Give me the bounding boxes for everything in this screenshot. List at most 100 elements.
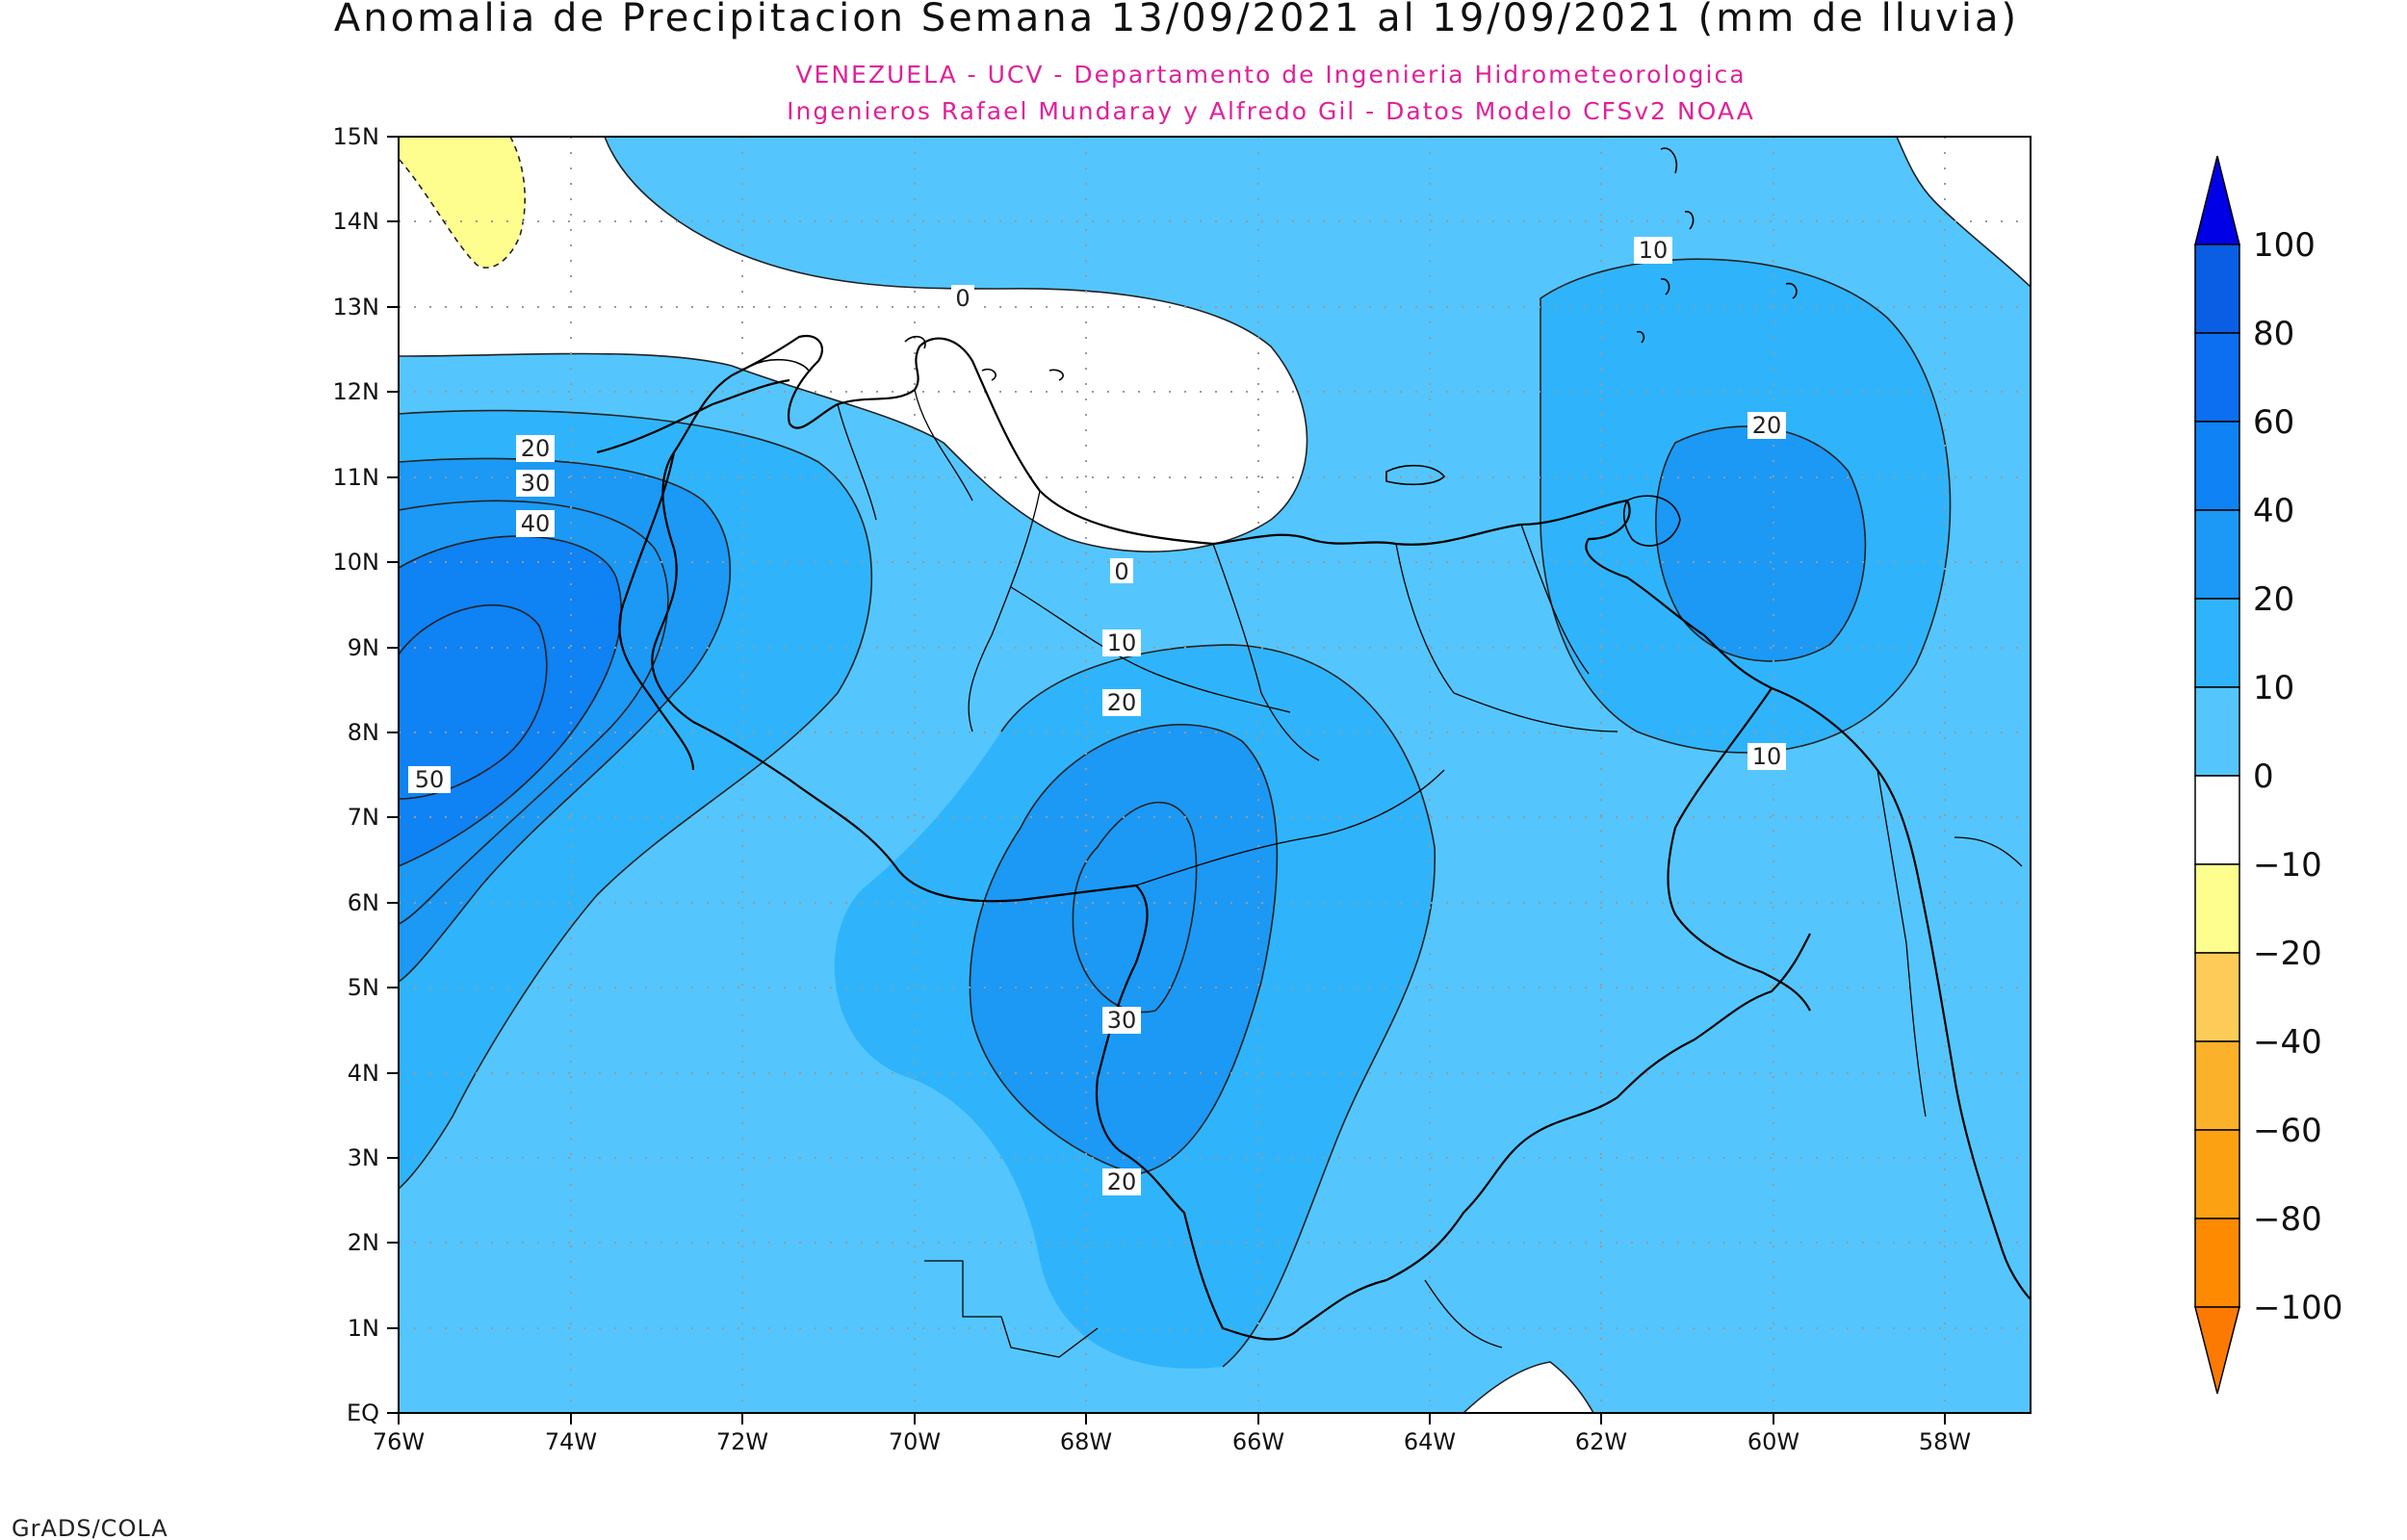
colorbar-label: 40 bbox=[2253, 492, 2294, 530]
lat-tick-label: 11N bbox=[333, 464, 380, 491]
contour-lines bbox=[399, 137, 2031, 1413]
lat-tick-label: 7N bbox=[348, 804, 379, 831]
venezuela-state-boundaries bbox=[837, 389, 1618, 886]
colorbar-cell bbox=[2194, 686, 2240, 777]
plot-frame bbox=[398, 136, 2032, 1414]
lon-tick-label: 64W bbox=[1404, 1428, 1456, 1455]
contour-label-40-west: 40 bbox=[521, 510, 551, 537]
colorbar-label: 80 bbox=[2253, 315, 2294, 353]
colorbar-label: 100 bbox=[2253, 226, 2316, 265]
lesser-antilles bbox=[1636, 147, 1798, 344]
lon-tick-label: 76W bbox=[373, 1428, 425, 1455]
grads-credit: GrADS/COLA bbox=[12, 1515, 168, 1540]
contour-label-20-east: 20 bbox=[1752, 412, 1782, 439]
lon-tick-label: 62W bbox=[1575, 1428, 1627, 1455]
colorbar-top-arrow bbox=[2194, 155, 2240, 245]
anomaly-band-neg-north bbox=[399, 137, 1307, 552]
graticule bbox=[399, 137, 2031, 1413]
contour-label-10-central: 10 bbox=[1107, 629, 1137, 656]
contour-label-20-west: 20 bbox=[521, 435, 551, 462]
anomaly-band-20-40-central bbox=[970, 724, 1278, 1174]
guyana-suriname-coast bbox=[1771, 686, 2031, 1300]
venezuela-southern-border bbox=[1126, 933, 1811, 1341]
colorbar-cell bbox=[2194, 332, 2240, 423]
colorbar-label: 60 bbox=[2253, 403, 2294, 442]
lat-tick-label: 5N bbox=[348, 974, 379, 1001]
colorbar-bottom-arrow bbox=[2194, 1306, 2240, 1395]
lat-tick-label: EQ bbox=[347, 1399, 379, 1426]
colorbar-cell bbox=[2194, 863, 2240, 954]
lat-tick-label: 3N bbox=[348, 1144, 379, 1171]
map-subtitle-line-2: Ingenieros Rafael Mundaray y Alfredo Gil… bbox=[787, 97, 1755, 125]
colombia-andes bbox=[618, 451, 695, 771]
colorbar-label: −80 bbox=[2253, 1200, 2322, 1239]
colorbar-cell bbox=[2194, 775, 2240, 865]
lat-tick-label: 1N bbox=[348, 1315, 379, 1342]
lon-tick-label: 60W bbox=[1747, 1428, 1799, 1455]
map-plot-area: 0 0 10 10 10 20 20 20 20 30 30 40 50 bbox=[399, 137, 2031, 1413]
suriname-boundaries bbox=[1876, 769, 2023, 1117]
contour-label-30-west: 30 bbox=[521, 470, 551, 497]
lat-tick-label: 6N bbox=[348, 889, 379, 916]
colorbar-label: −40 bbox=[2253, 1023, 2322, 1062]
lat-tick-label: 13N bbox=[333, 294, 380, 321]
trinidad-island bbox=[1622, 495, 1681, 547]
lon-tick-label: 72W bbox=[716, 1428, 768, 1455]
longitude-axis: 76W 74W 72W 70W 68W 66W 64W 62W 60W 58W bbox=[373, 1413, 1971, 1455]
map-subtitle-line-1: VENEZUELA - UCV - Departamento de Ingeni… bbox=[795, 61, 1746, 89]
anomaly-band-40-60-west bbox=[399, 536, 622, 866]
latitude-axis: EQ 1N 2N 3N 4N 5N 6N 7N 8N 9N 10N 11N 12… bbox=[333, 123, 399, 1426]
colorbar-label: 0 bbox=[2253, 757, 2274, 796]
contour-label-10-northeast: 10 bbox=[1639, 237, 1669, 264]
venezuela-coastline bbox=[731, 334, 1773, 689]
contour-label-20-south: 20 bbox=[1107, 1168, 1137, 1195]
colombia-venezuela-border bbox=[651, 374, 1149, 1156]
lon-tick-label: 68W bbox=[1060, 1428, 1112, 1455]
lat-tick-label: 14N bbox=[333, 208, 380, 235]
colorbar-label: 20 bbox=[2253, 580, 2294, 619]
anomaly-band-neg-northeast bbox=[1897, 137, 2031, 287]
brazil-boundaries bbox=[924, 1260, 1503, 1358]
contour-label-0-north: 0 bbox=[955, 285, 970, 312]
anomaly-band-neg-10-20 bbox=[399, 137, 526, 269]
colorbar-label: −60 bbox=[2253, 1112, 2322, 1150]
margarita-island bbox=[1385, 464, 1446, 486]
aruba-curacao-islands bbox=[750, 335, 1064, 381]
colorbar-label: 10 bbox=[2253, 669, 2294, 707]
coastlines-and-borders bbox=[596, 147, 2031, 1358]
lat-tick-label: 9N bbox=[348, 634, 379, 661]
colorbar-cell bbox=[2194, 1129, 2240, 1219]
venezuela-guyana-border bbox=[1667, 687, 1811, 1012]
contour-labels: 0 0 10 10 10 20 20 20 20 30 30 40 50 bbox=[408, 237, 1786, 1195]
colorbar: 100 80 60 40 20 10 0 −10 −20 −40 −60 −80… bbox=[2194, 155, 2342, 1395]
colorbar-cell bbox=[2194, 244, 2240, 334]
lon-tick-label: 58W bbox=[1919, 1428, 1971, 1455]
colorbar-cell bbox=[2194, 1040, 2240, 1131]
lon-tick-label: 74W bbox=[545, 1428, 597, 1455]
anomaly-band-neg-southeast bbox=[1463, 1362, 1593, 1413]
lat-tick-label: 15N bbox=[333, 123, 380, 150]
lon-tick-label: 66W bbox=[1232, 1428, 1284, 1455]
lat-tick-label: 2N bbox=[348, 1229, 379, 1256]
colorbar-cell bbox=[2194, 1218, 2240, 1308]
lat-tick-label: 4N bbox=[348, 1060, 379, 1087]
colorbar-cell bbox=[2194, 509, 2240, 600]
colorbar-cell bbox=[2194, 598, 2240, 688]
colorbar-label: −10 bbox=[2253, 846, 2322, 885]
colorbar-label: −100 bbox=[2253, 1289, 2342, 1327]
lat-tick-label: 12N bbox=[333, 378, 380, 405]
lat-tick-label: 10N bbox=[333, 549, 380, 576]
contour-label-20-central: 20 bbox=[1107, 689, 1137, 716]
contour-label-50-west: 50 bbox=[415, 766, 445, 793]
colorbar-label: −20 bbox=[2253, 935, 2322, 973]
lat-tick-label: 8N bbox=[348, 719, 379, 746]
anomaly-band-20-40-east bbox=[1655, 426, 1866, 661]
colombia-coast-north bbox=[596, 378, 790, 454]
colorbar-cell bbox=[2194, 952, 2240, 1042]
lon-tick-label: 70W bbox=[889, 1428, 941, 1455]
contour-label-10-east: 10 bbox=[1752, 743, 1782, 770]
map-title: Anomalia de Precipitacion Semana 13/09/2… bbox=[334, 0, 2019, 40]
colorbar-cell bbox=[2194, 421, 2240, 511]
contour-label-0-coast: 0 bbox=[1114, 558, 1128, 585]
